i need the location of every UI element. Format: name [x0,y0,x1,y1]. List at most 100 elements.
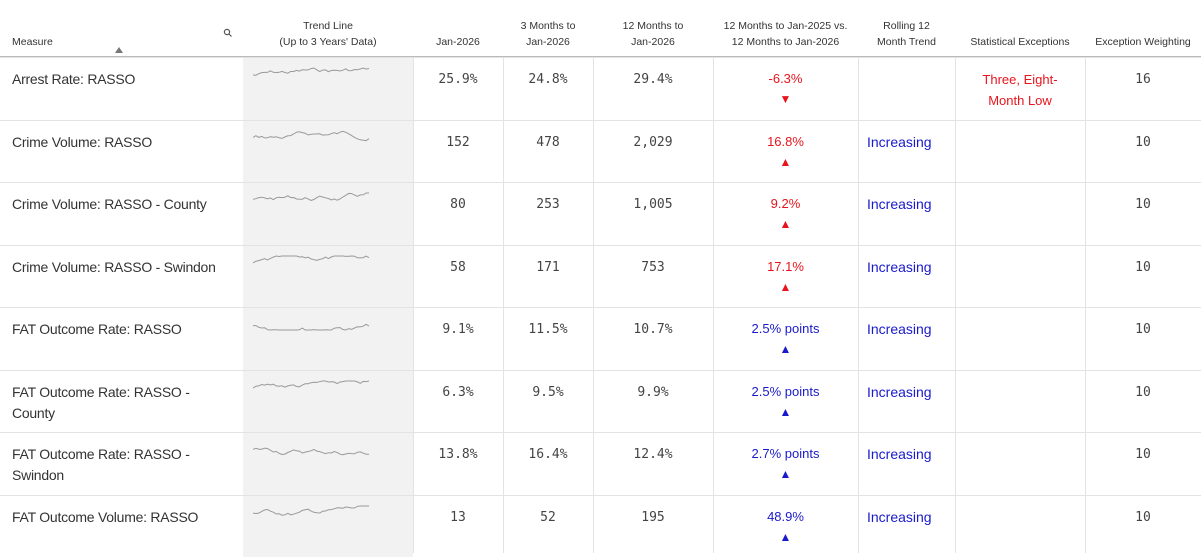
value-cell: 2,029 [593,120,713,183]
sparkline-path [253,256,369,263]
change-arrow: ▼ [713,89,858,109]
sparkline [253,441,373,457]
exception-weighting: 10 [1085,432,1201,495]
value-cell: 152 [413,120,503,183]
header-text: Jan-2026 [503,34,593,50]
sparkline-path [253,506,369,515]
header-text: Rolling 12 [858,18,955,34]
column-header: Trend Line(Up to 3 Years' Data) [243,0,413,57]
exception-weighting: 10 [1085,370,1201,433]
column-header: 12 Months to Jan-2025 vs.12 Months to Ja… [713,0,858,57]
value-cell: 24.8% [503,57,593,120]
column-header: Jan-2026 [413,0,503,57]
sparkline [253,254,373,270]
sparkline [253,379,373,395]
header-text: Measure [12,34,53,50]
value-cell: 9.9% [593,370,713,433]
measure-cell: FAT Outcome Volume: RASSO [0,495,243,557]
change-value: 17.1% [767,259,804,274]
trend-cell [243,370,413,433]
sparkline-path [253,68,369,75]
header-text: Exception Weighting [1085,34,1201,50]
rolling-trend: Increasing [858,245,955,308]
measure-cell: Crime Volume: RASSO - Swindon [0,245,243,308]
header-text: (Up to 3 Years' Data) [243,34,413,50]
change-cell: 2.7% points▲ [713,432,858,495]
statistical-exception [955,495,1085,557]
column-header: Statistical Exceptions [955,0,1085,57]
header-text: 12 Months to Jan-2026 [713,34,858,50]
value-cell: 1,005 [593,182,713,245]
value-cell: 12.4% [593,432,713,495]
statistical-exception [955,182,1085,245]
trend-cell [243,432,413,495]
value-cell: 13.8% [413,432,503,495]
change-cell: 2.5% points ▲ [713,307,858,370]
exception-weighting: 16 [1085,57,1201,120]
change-arrow: ▲ [713,152,858,172]
trend-cell [243,307,413,370]
measure-cell: FAT Outcome Rate: RASSO - Swindon [0,432,243,495]
measure-cell: FAT Outcome Rate: RASSO [0,307,243,370]
change-arrow: ▲ [713,339,858,359]
exception-weighting: 10 [1085,307,1201,370]
header-text: Jan-2026 [413,34,503,50]
change-value: 16.8% [767,134,804,149]
value-cell: 6.3% [413,370,503,433]
header-text: Trend Line [243,18,413,34]
sparkline-path [253,381,369,388]
change-value: 2.5% points [752,321,820,336]
value-cell: 9.1% [413,307,503,370]
measure-text: Crime Volume: RASSO - County [12,194,220,215]
value-cell: 16.4% [503,432,593,495]
exception-weighting: 10 [1085,120,1201,183]
trend-cell [243,182,413,245]
sparkline [253,191,373,207]
column-header: Exception Weighting [1085,0,1201,57]
change-cell: 17.1% ▲ [713,245,858,308]
change-value: 2.5% points [752,384,820,399]
statistical-exception: Three, Eight-Month Low [955,57,1085,120]
header-text: Statistical Exceptions [955,34,1085,50]
change-arrow: ▲ [713,277,858,297]
measure-text: Crime Volume: RASSO [12,132,220,153]
statistical-exception [955,370,1085,433]
change-arrow: ▲ [713,464,858,484]
header-text: Jan-2026 [593,34,713,50]
statistical-exception [955,307,1085,370]
change-cell: 2.5% points ▲ [713,370,858,433]
measure-text: FAT Outcome Volume: RASSO [12,507,220,528]
rolling-trend: Increasing [858,370,955,433]
measure-text: Arrest Rate: RASSO [12,69,220,90]
change-arrow: ▲ [713,402,858,422]
header-text: 12 Months to [593,18,713,34]
measure-cell: Arrest Rate: RASSO [0,57,243,120]
sparkline-path [253,193,369,200]
value-cell: 10.7% [593,307,713,370]
measure-text: Crime Volume: RASSO - Swindon [12,257,220,278]
value-cell: 29.4% [593,57,713,120]
column-header: Measure [0,0,243,57]
rolling-trend: Increasing [858,182,955,245]
statistical-exception [955,120,1085,183]
change-arrow: ▲ [713,527,858,547]
sparkline [253,504,373,520]
value-cell: 753 [593,245,713,308]
value-cell: 195 [593,495,713,557]
change-cell: 48.9%▲ [713,495,858,557]
statistical-exception [955,432,1085,495]
sparkline-path [253,324,369,330]
header-text: 12 Months to Jan-2025 vs. [713,18,858,34]
sparkline-path [253,448,369,455]
value-cell: 13 [413,495,503,557]
sparkline-path [253,131,369,140]
measure-cell: Crime Volume: RASSO - County [0,182,243,245]
trend-cell [243,57,413,120]
value-cell: 9.5% [503,370,593,433]
change-cell: 9.2%▲ [713,182,858,245]
rolling-trend: Increasing [858,495,955,557]
sparkline [253,316,373,332]
exception-weighting: 10 [1085,245,1201,308]
